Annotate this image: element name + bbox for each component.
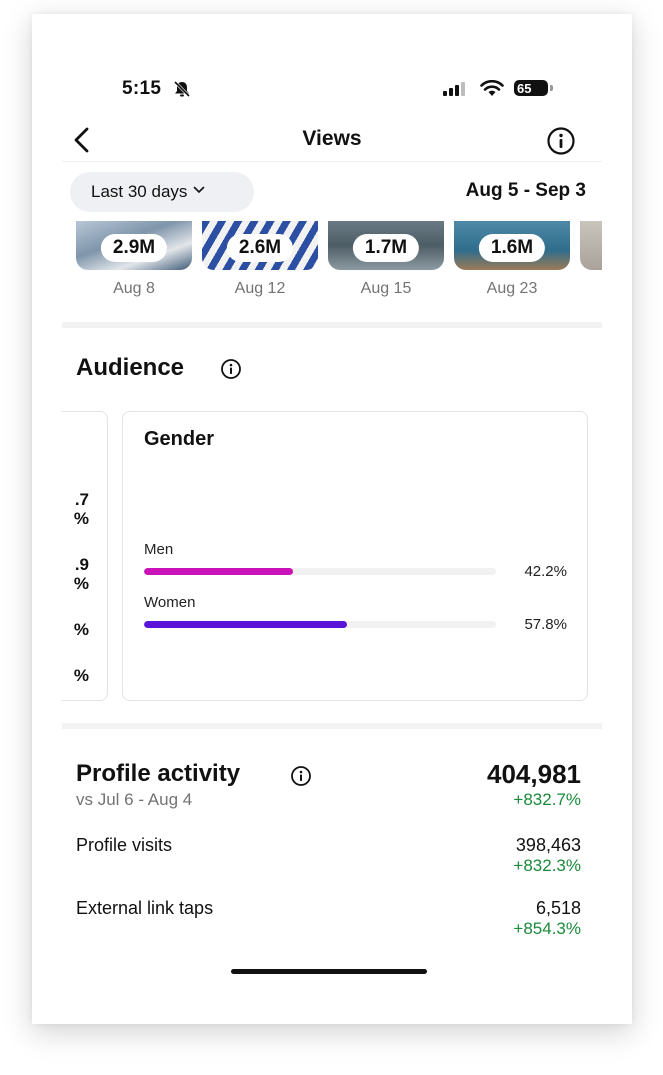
partial-audience-card[interactable]: .7 % .9 % % % bbox=[62, 411, 108, 701]
profile-visits-value: 398,463 bbox=[515, 835, 581, 855]
gender-card[interactable]: Gender Men 42.2% Women 57.8% bbox=[122, 411, 588, 701]
partial-card-value: .9 % bbox=[73, 555, 89, 593]
top-content-carousel[interactable]: 2.9M Aug 8 2.6M Aug 12 1.7M Aug 15 1.6M … bbox=[76, 221, 602, 321]
back-arrow-icon[interactable] bbox=[70, 126, 94, 154]
external-link-taps-value: 6,518 bbox=[535, 898, 581, 918]
thumbnail-image[interactable]: 2.9M bbox=[76, 221, 192, 270]
views-badge: 2.6M bbox=[226, 234, 294, 262]
profile-visits-label: Profile visits bbox=[76, 835, 173, 855]
thumbnail-date: Aug 23 bbox=[486, 280, 538, 297]
partial-card-value: % bbox=[73, 620, 89, 639]
thumbnail-date: Aug 8 bbox=[113, 280, 155, 297]
views-badge: 2.9M bbox=[100, 234, 168, 262]
date-range-dropdown-label: Last 30 days bbox=[91, 182, 188, 201]
thumbnail-image[interactable]: 1.6M bbox=[454, 221, 570, 270]
content-thumbnail[interactable]: 2.6M Aug 12 bbox=[202, 221, 318, 297]
profile-activity-heading: Profile activity bbox=[76, 760, 241, 787]
partial-card-value: .7 % bbox=[73, 490, 89, 528]
thumbnail-date: Aug 12 bbox=[234, 280, 286, 297]
section-divider bbox=[62, 723, 602, 729]
content-thumbnail[interactable]: 1.6M Aug 23 bbox=[454, 221, 570, 297]
content-thumbnail[interactable]: 2.9M Aug 8 bbox=[76, 221, 192, 297]
profile-visits-change: +832.3% bbox=[513, 856, 581, 875]
wifi-icon bbox=[480, 80, 504, 96]
gender-label-men: Men bbox=[144, 541, 174, 558]
bell-off-icon bbox=[173, 80, 191, 98]
gender-value-women: 57.8% bbox=[524, 616, 567, 633]
info-icon[interactable] bbox=[546, 126, 576, 156]
info-icon[interactable] bbox=[220, 358, 242, 380]
date-range-dropdown[interactable]: Last 30 days bbox=[70, 172, 254, 212]
gender-value-men: 42.2% bbox=[524, 563, 567, 580]
phone-frame: 5:15 65 Views Last 30 days Aug 5 - Sep 3 bbox=[32, 14, 632, 1024]
date-range-text: Aug 5 - Sep 3 bbox=[465, 180, 586, 201]
section-divider bbox=[62, 322, 602, 328]
page-title: Views bbox=[302, 127, 362, 150]
comparison-period: vs Jul 6 - Aug 4 bbox=[76, 790, 193, 809]
gender-bar-men bbox=[144, 568, 293, 575]
gender-bar-women bbox=[144, 621, 348, 628]
gender-bar-track-men bbox=[144, 568, 496, 575]
external-link-taps-label: External link taps bbox=[76, 898, 214, 918]
external-link-taps-change: +854.3% bbox=[513, 919, 581, 938]
gender-card-title: Gender bbox=[144, 428, 215, 450]
thumbnail-image[interactable]: 2.6M bbox=[202, 221, 318, 270]
cellular-signal-icon bbox=[443, 82, 465, 96]
nav-divider bbox=[62, 161, 602, 162]
views-badge: 1.7M bbox=[352, 234, 420, 262]
info-icon[interactable] bbox=[290, 765, 312, 787]
views-badge: 1.6M bbox=[478, 234, 546, 262]
content-thumbnail[interactable] bbox=[580, 221, 602, 270]
profile-activity-change: +832.7% bbox=[513, 790, 581, 809]
partial-card-value: % bbox=[73, 666, 89, 685]
thumbnail-date: Aug 15 bbox=[360, 280, 412, 297]
status-time: 5:15 bbox=[122, 78, 162, 99]
battery-cap bbox=[550, 85, 553, 91]
gender-label-women: Women bbox=[144, 594, 196, 611]
home-indicator[interactable] bbox=[231, 969, 427, 974]
chevron-down-icon bbox=[194, 186, 205, 194]
battery-icon: 65 bbox=[514, 80, 548, 96]
thumbnail-image[interactable]: 1.7M bbox=[328, 221, 444, 270]
gender-bar-track-women bbox=[144, 621, 496, 628]
content-thumbnail[interactable]: 1.7M Aug 15 bbox=[328, 221, 444, 297]
audience-heading: Audience bbox=[76, 354, 185, 381]
profile-activity-total: 404,981 bbox=[487, 759, 581, 789]
thumbnail-image[interactable] bbox=[580, 221, 602, 270]
